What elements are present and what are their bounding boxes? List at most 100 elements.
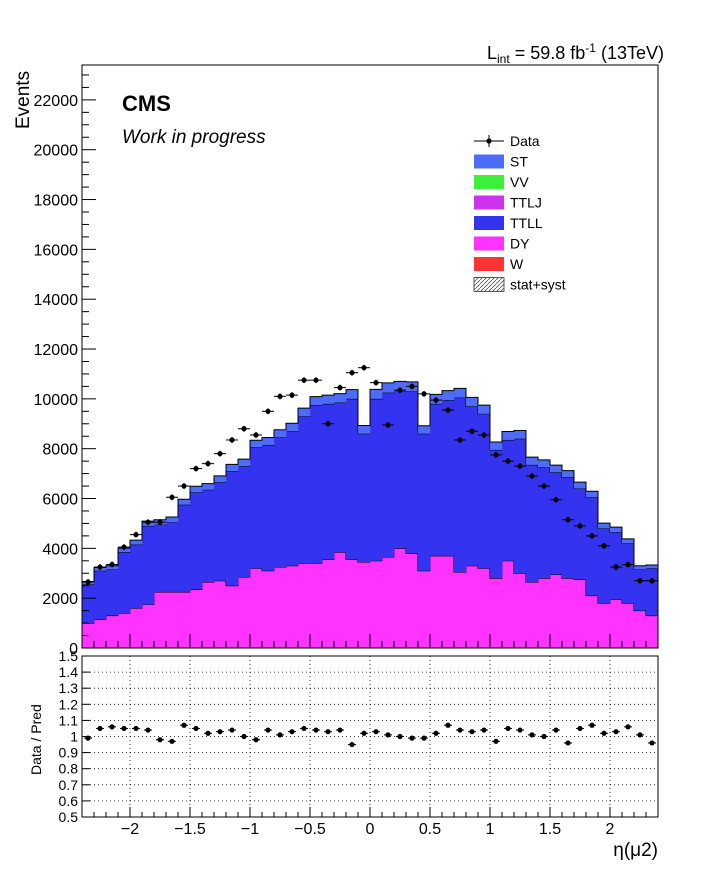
data-point-16	[277, 393, 283, 399]
ratio-point-46	[637, 732, 643, 738]
bar-st-36	[514, 430, 527, 439]
bar-st-30	[442, 390, 455, 401]
x-tick-label-6: 1	[486, 821, 495, 838]
data-point-17	[289, 392, 295, 398]
bar-dy-35	[502, 560, 515, 648]
ratio-y-tick-label-8: 1.3	[59, 680, 79, 696]
bar-dy-37	[526, 581, 539, 648]
stack-layer	[82, 380, 659, 648]
bar-ttll-26	[394, 391, 407, 549]
data-point-3	[121, 544, 127, 550]
ratio-point-32	[469, 729, 475, 735]
bar-st-40	[562, 470, 575, 478]
data-point-34	[493, 452, 499, 458]
bar-dy-38	[538, 578, 551, 648]
legend-label-stat-syst: stat+syst	[510, 277, 566, 293]
bar-st-20	[322, 395, 335, 404]
bar-ttll-9	[190, 492, 203, 590]
ratio-point-39	[553, 727, 559, 733]
ratio-point-4	[133, 725, 139, 732]
ratio-point-11	[217, 729, 223, 735]
ratio-point-10	[205, 730, 211, 736]
bar-ttll-8	[178, 504, 191, 592]
bar-dy-4	[130, 608, 143, 648]
bar-ttll-16	[274, 437, 287, 568]
bar-st-47	[646, 565, 659, 569]
ratio-point-2	[109, 724, 115, 730]
bar-st-25	[382, 382, 395, 393]
bar-dy-24	[370, 560, 383, 648]
bar-st-41	[574, 482, 587, 489]
bar-ttll-23	[358, 433, 371, 563]
ratio-point-19	[313, 727, 319, 733]
data-point-29	[433, 397, 439, 403]
bar-ttll-38	[538, 467, 551, 579]
bar-ttll-46	[634, 569, 647, 611]
ratio-point-13	[241, 733, 247, 740]
ratio-y-axis-label: Data / Pred	[28, 704, 44, 775]
bar-st-31	[454, 388, 467, 398]
ratio-point-33	[481, 727, 487, 733]
x-axis-label: η(μ2)	[613, 840, 658, 861]
bar-dy-25	[382, 557, 395, 648]
ratio-point-16	[277, 732, 283, 738]
main-pad: 0 2000 4000 6000 8000 10000 12000 14000 16000 180…	[34, 64, 659, 658]
legend-swatch-st	[474, 154, 504, 169]
bar-ttll-34	[490, 449, 503, 579]
bar-ttll-13	[238, 466, 251, 577]
bar-st-10	[202, 483, 215, 490]
bar-dy-10	[202, 581, 215, 648]
ratio-point-21	[337, 727, 343, 733]
ratio-y-tick-label-4: 0.9	[59, 745, 79, 761]
bar-ttll-17	[286, 431, 299, 566]
bar-dy-36	[514, 573, 527, 648]
ratio-point-29	[433, 730, 439, 736]
ratio-point-42	[589, 722, 595, 728]
bar-ttll-41	[574, 488, 587, 580]
ratio-x-axis: −2 −1.5 −1 −0.5 0 0.5 1 1.5 2	[81, 807, 659, 838]
legend-label-vv: VV	[510, 174, 529, 190]
ratio-point-6	[157, 737, 163, 743]
x-tick-label-0: −2	[121, 821, 139, 838]
ratio-y-tick-label-1: 0.6	[59, 793, 79, 809]
legend-label-data: Data	[510, 133, 540, 149]
bar-dy-28	[418, 570, 431, 648]
bar-ttll-35	[502, 439, 515, 561]
data-point-20	[325, 421, 331, 427]
bar-ttll-25	[382, 392, 395, 558]
main-y-tick-label-2000: 2000	[42, 591, 78, 608]
bar-st-39	[550, 465, 563, 473]
bar-ttll-36	[514, 438, 527, 574]
bar-st-12	[226, 464, 239, 472]
bar-st-19	[310, 396, 323, 406]
ratio-point-37	[529, 732, 535, 738]
x-tick-label-5: 0.5	[419, 821, 441, 838]
ratio-point-44	[613, 729, 619, 735]
x-tick-label-4: 0	[366, 821, 375, 838]
ratio-point-1	[97, 725, 103, 732]
lumi-eq: =	[515, 43, 526, 63]
data-point-26	[397, 387, 403, 393]
data-point-4	[133, 532, 139, 538]
data-point-38	[541, 483, 547, 489]
bar-st-15	[262, 437, 275, 445]
ratio-point-9	[193, 725, 199, 732]
bar-dy-42	[586, 595, 599, 648]
ratio-point-26	[397, 733, 403, 740]
data-point-0	[85, 579, 91, 585]
data-point-10	[205, 461, 211, 467]
bar-ttll-33	[478, 413, 491, 569]
bar-dy-23	[358, 562, 371, 648]
bar-ttll-30	[442, 400, 455, 556]
main-y-tick-label-10000: 10000	[34, 392, 79, 409]
data-point-24	[373, 380, 379, 386]
bar-ttll-28	[418, 433, 431, 571]
data-point-39	[553, 497, 559, 503]
main-y-tick-label-22000: 22000	[34, 93, 79, 110]
legend-label-ttlj: TTLJ	[510, 195, 542, 211]
data-point-30	[445, 407, 451, 413]
bar-ttll-14	[250, 447, 263, 569]
bar-dy-47	[646, 615, 659, 648]
